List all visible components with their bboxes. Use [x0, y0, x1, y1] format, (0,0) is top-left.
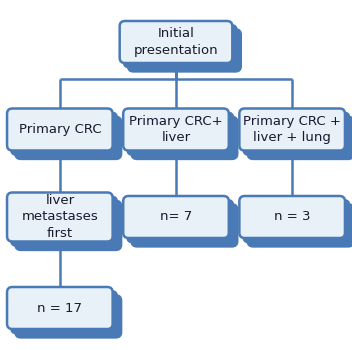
Text: liver
metastases
first: liver metastases first [21, 194, 98, 240]
FancyBboxPatch shape [248, 117, 352, 159]
Text: Primary CRC+
liver: Primary CRC+ liver [129, 115, 223, 144]
FancyBboxPatch shape [11, 197, 117, 246]
FancyBboxPatch shape [123, 108, 229, 150]
FancyBboxPatch shape [127, 113, 233, 155]
Text: n= 7: n= 7 [160, 210, 192, 224]
FancyBboxPatch shape [120, 21, 232, 63]
FancyBboxPatch shape [15, 201, 121, 250]
FancyBboxPatch shape [239, 196, 345, 238]
FancyBboxPatch shape [11, 291, 117, 333]
Text: n = 17: n = 17 [37, 301, 82, 315]
FancyBboxPatch shape [132, 204, 237, 246]
FancyBboxPatch shape [239, 108, 345, 150]
Text: Primary CRC +
liver + lung: Primary CRC + liver + lung [243, 115, 341, 144]
FancyBboxPatch shape [7, 108, 113, 150]
FancyBboxPatch shape [248, 204, 352, 246]
FancyBboxPatch shape [127, 200, 233, 242]
FancyBboxPatch shape [7, 193, 113, 242]
FancyBboxPatch shape [244, 200, 349, 242]
FancyBboxPatch shape [123, 196, 229, 238]
Text: Primary CRC: Primary CRC [19, 123, 101, 136]
Text: Initial
presentation: Initial presentation [134, 27, 218, 57]
FancyBboxPatch shape [15, 295, 121, 337]
Text: n = 3: n = 3 [274, 210, 310, 224]
FancyBboxPatch shape [244, 113, 349, 155]
FancyBboxPatch shape [128, 29, 241, 71]
FancyBboxPatch shape [7, 287, 113, 329]
FancyBboxPatch shape [124, 25, 237, 67]
FancyBboxPatch shape [15, 117, 121, 159]
FancyBboxPatch shape [132, 117, 237, 159]
FancyBboxPatch shape [11, 113, 117, 155]
